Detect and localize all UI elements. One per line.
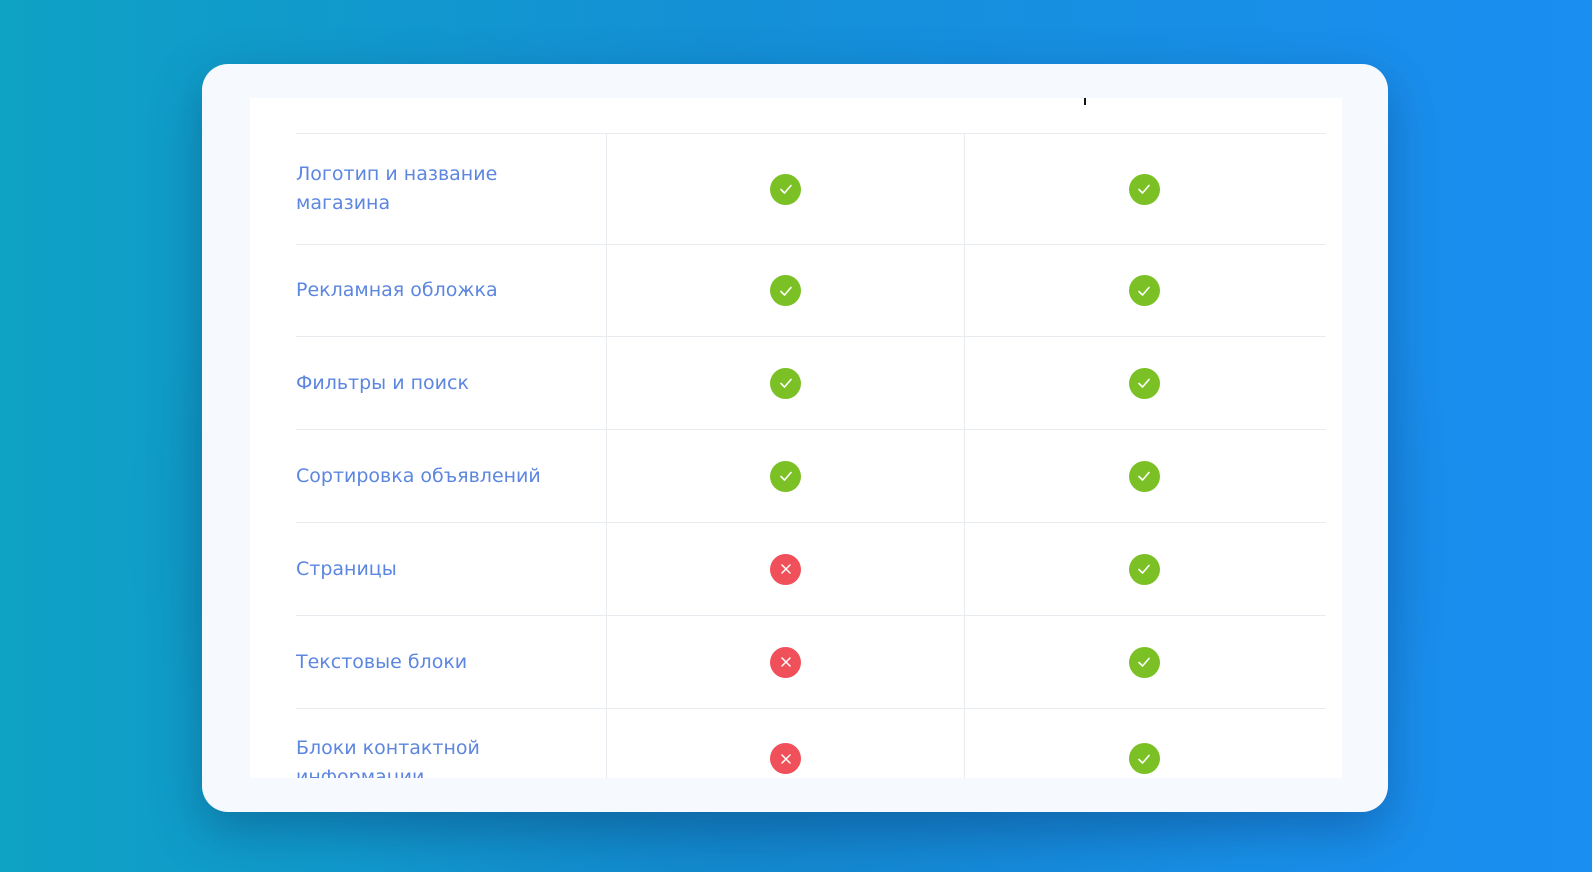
- feature-label: Блоки контактной информации: [296, 737, 480, 778]
- plan-1-cell: [607, 337, 965, 429]
- plan-1-cell: [607, 523, 965, 615]
- check-icon: [770, 460, 801, 492]
- table-row: Сортировка объявлений: [296, 429, 1326, 522]
- feature-label: Логотип и название магазина: [296, 163, 498, 214]
- table-row: Рекламная обложка: [296, 244, 1326, 336]
- feature-label: Фильтры и поиск: [296, 371, 469, 394]
- feature-comparison-viewport[interactable]: Логотип и название магазина Рекламная об…: [250, 98, 1342, 778]
- table-row: Фильтры и поиск: [296, 336, 1326, 429]
- check-icon: [1128, 173, 1160, 205]
- plan-2-cell: [965, 337, 1323, 429]
- check-icon: [1128, 367, 1160, 399]
- check-icon: [1128, 460, 1160, 492]
- cross-icon: [770, 646, 801, 678]
- table-row: Текстовые блоки: [296, 615, 1326, 708]
- check-icon: [1128, 275, 1160, 306]
- check-icon: [770, 367, 801, 399]
- check-icon: [1128, 646, 1160, 678]
- feature-label-cell: Фильтры и поиск: [296, 337, 607, 429]
- feature-label-cell: Блоки контактной информации: [296, 709, 607, 778]
- feature-label: Сортировка объявлений: [296, 464, 541, 487]
- cross-icon: [770, 743, 801, 774]
- check-icon: [1128, 743, 1160, 774]
- check-icon: [770, 275, 801, 306]
- plan-2-cell: [965, 134, 1323, 244]
- plan-1-cell: [607, 616, 965, 708]
- feature-label-cell: Сортировка объявлений: [296, 430, 607, 522]
- plan-2-cell: [965, 616, 1323, 708]
- feature-label-cell: Логотип и название магазина: [296, 134, 607, 244]
- plan-2-cell: [965, 709, 1323, 778]
- feature-comparison-table: Логотип и название магазина Рекламная об…: [296, 133, 1326, 778]
- table-row: Страницы: [296, 522, 1326, 615]
- table-row: Блоки контактной информации: [296, 708, 1326, 778]
- plan-1-cell: [607, 430, 965, 522]
- feature-label: Рекламная обложка: [296, 279, 498, 301]
- plan-1-cell: [607, 709, 965, 778]
- text-cursor: [1084, 98, 1086, 105]
- feature-label: Текстовые блоки: [296, 650, 468, 673]
- plan-1-cell: [607, 245, 965, 336]
- cross-icon: [770, 553, 801, 585]
- feature-label-cell: Рекламная обложка: [296, 245, 607, 336]
- check-icon: [770, 173, 801, 205]
- plan-2-cell: [965, 523, 1323, 615]
- plan-2-cell: [965, 245, 1323, 336]
- plan-2-cell: [965, 430, 1323, 522]
- check-icon: [1128, 553, 1160, 585]
- feature-label-cell: Страницы: [296, 523, 607, 615]
- feature-label: Страницы: [296, 557, 397, 580]
- feature-label-cell: Текстовые блоки: [296, 616, 607, 708]
- plan-1-cell: [607, 134, 965, 244]
- screenshot-card: Логотип и название магазина Рекламная об…: [202, 64, 1388, 812]
- table-row: Логотип и название магазина: [296, 133, 1326, 244]
